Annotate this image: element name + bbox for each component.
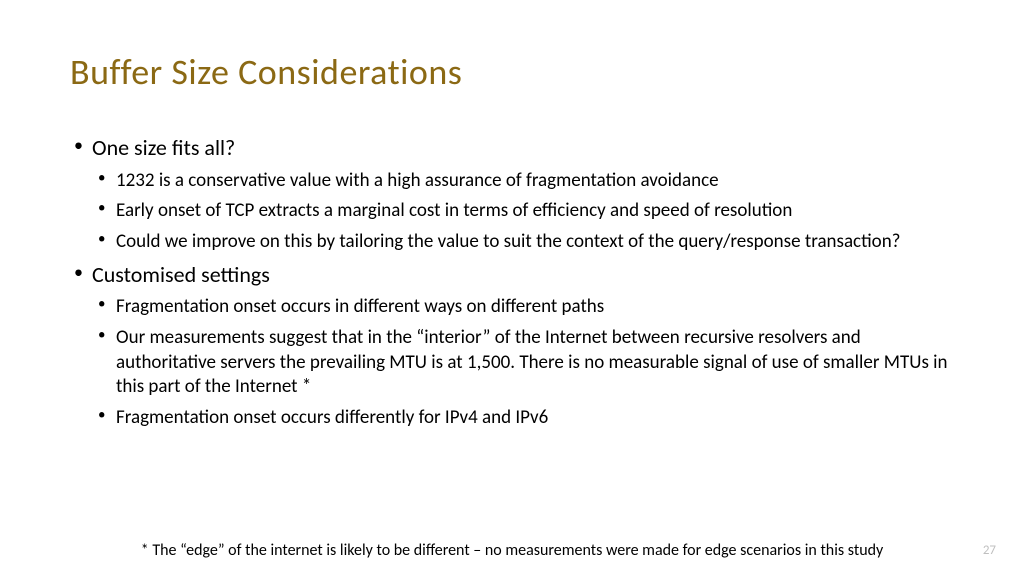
bullet-sublist: 1232 is a conservative value with a high… xyxy=(92,169,954,255)
bullet-level1: One size fits all? 1232 is a conservativ… xyxy=(70,134,954,255)
bullet-level2: Could we improve on this by tailoring th… xyxy=(92,230,954,255)
bullet-list: One size fits all? 1232 is a conservativ… xyxy=(70,134,954,431)
bullet-level2: Early onset of TCP extracts a marginal c… xyxy=(92,199,954,224)
slide: Buffer Size Considerations One size fits… xyxy=(0,0,1024,576)
bullet-level2: Our measurements suggest that in the “in… xyxy=(92,326,954,400)
bullet-text: Customised settings xyxy=(92,261,270,288)
page-number: 27 xyxy=(983,543,996,558)
slide-title: Buffer Size Considerations xyxy=(70,50,954,94)
bullet-level2: 1232 is a conservative value with a high… xyxy=(92,169,954,194)
bullet-text: One size fits all? xyxy=(92,134,235,161)
bullet-level2: Fragmentation onset occurs in different … xyxy=(92,295,954,320)
bullet-sublist: Fragmentation onset occurs in different … xyxy=(92,295,954,430)
bullet-level1: Customised settings Fragmentation onset … xyxy=(70,261,954,431)
footnote: * The “edge” of the internet is likely t… xyxy=(0,541,1024,560)
bullet-level2: Fragmentation onset occurs differently f… xyxy=(92,406,954,431)
